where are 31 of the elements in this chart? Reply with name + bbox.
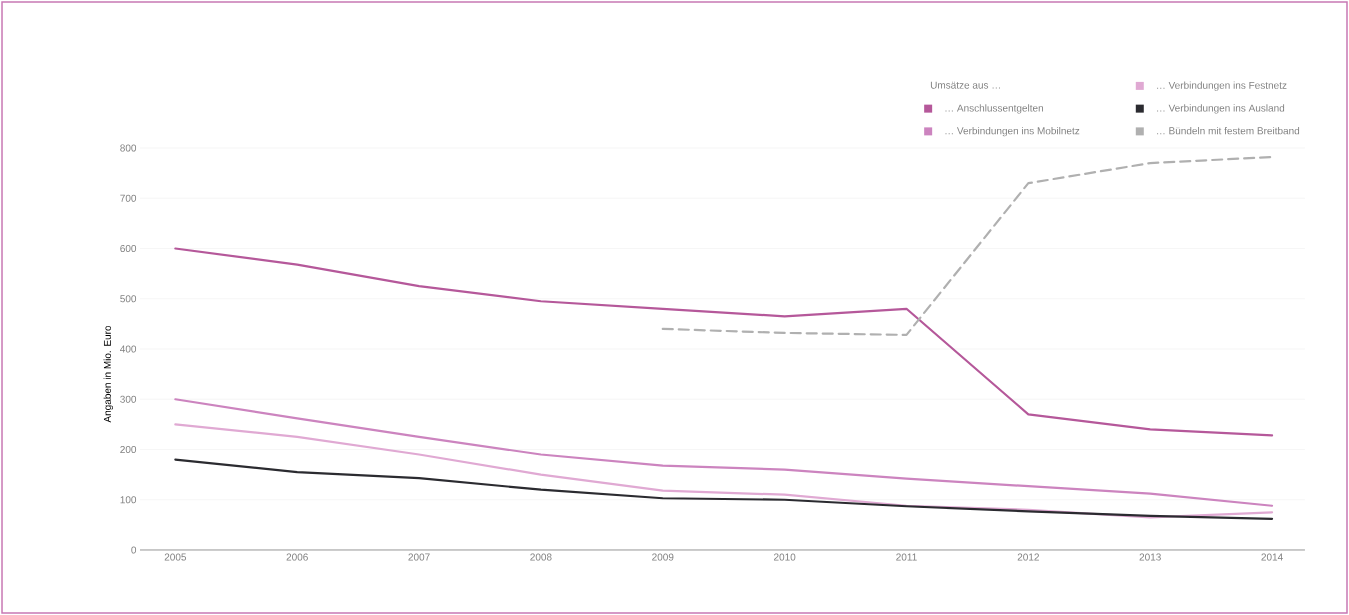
x-tick-label: 2012	[1017, 553, 1039, 561]
line-series	[661, 155, 1274, 337]
legend-label: … Anschlussentgelten	[945, 104, 1043, 114]
line-series	[174, 247, 1274, 437]
legend-label: … Verbindungen ins Festnetz	[1157, 81, 1287, 91]
legend-label: … Bündeln mit festem Breitband	[1157, 127, 1300, 135]
line-series	[174, 398, 1274, 507]
y-tick-label: 500	[120, 295, 137, 303]
x-tick-label: 2005	[164, 553, 187, 561]
x-tick-label: 2007	[408, 553, 430, 561]
x-tick-label: 2010	[774, 553, 796, 561]
y-tick-label: 700	[120, 194, 137, 202]
legend-label: … Verbindungen ins Mobilnetz	[945, 127, 1080, 137]
legend-label: … Verbindungen ins Ausland	[1157, 104, 1285, 114]
y-axis-title: Angaben in Mio. Euro	[103, 325, 113, 423]
y-tick-label: 100	[120, 496, 137, 504]
legend-title: Umsätze aus …	[930, 81, 1000, 89]
x-tick-label: 2006	[286, 553, 308, 561]
x-tick-label: 2014	[1261, 553, 1283, 561]
y-tick-label: 400	[120, 345, 137, 353]
y-tick-label: 800	[120, 144, 137, 152]
y-tick-label: 300	[120, 395, 137, 403]
line-series	[174, 458, 1274, 520]
x-tick-label: 2011	[896, 553, 917, 561]
x-tick-label: 2009	[652, 553, 674, 561]
x-tick-label: 2008	[530, 553, 552, 561]
line-series	[174, 423, 1274, 519]
y-tick-label: 200	[120, 445, 137, 454]
y-tick-label: 0	[131, 546, 137, 554]
x-tick-label: 2013	[1139, 553, 1161, 561]
y-tick-label: 600	[120, 244, 137, 253]
